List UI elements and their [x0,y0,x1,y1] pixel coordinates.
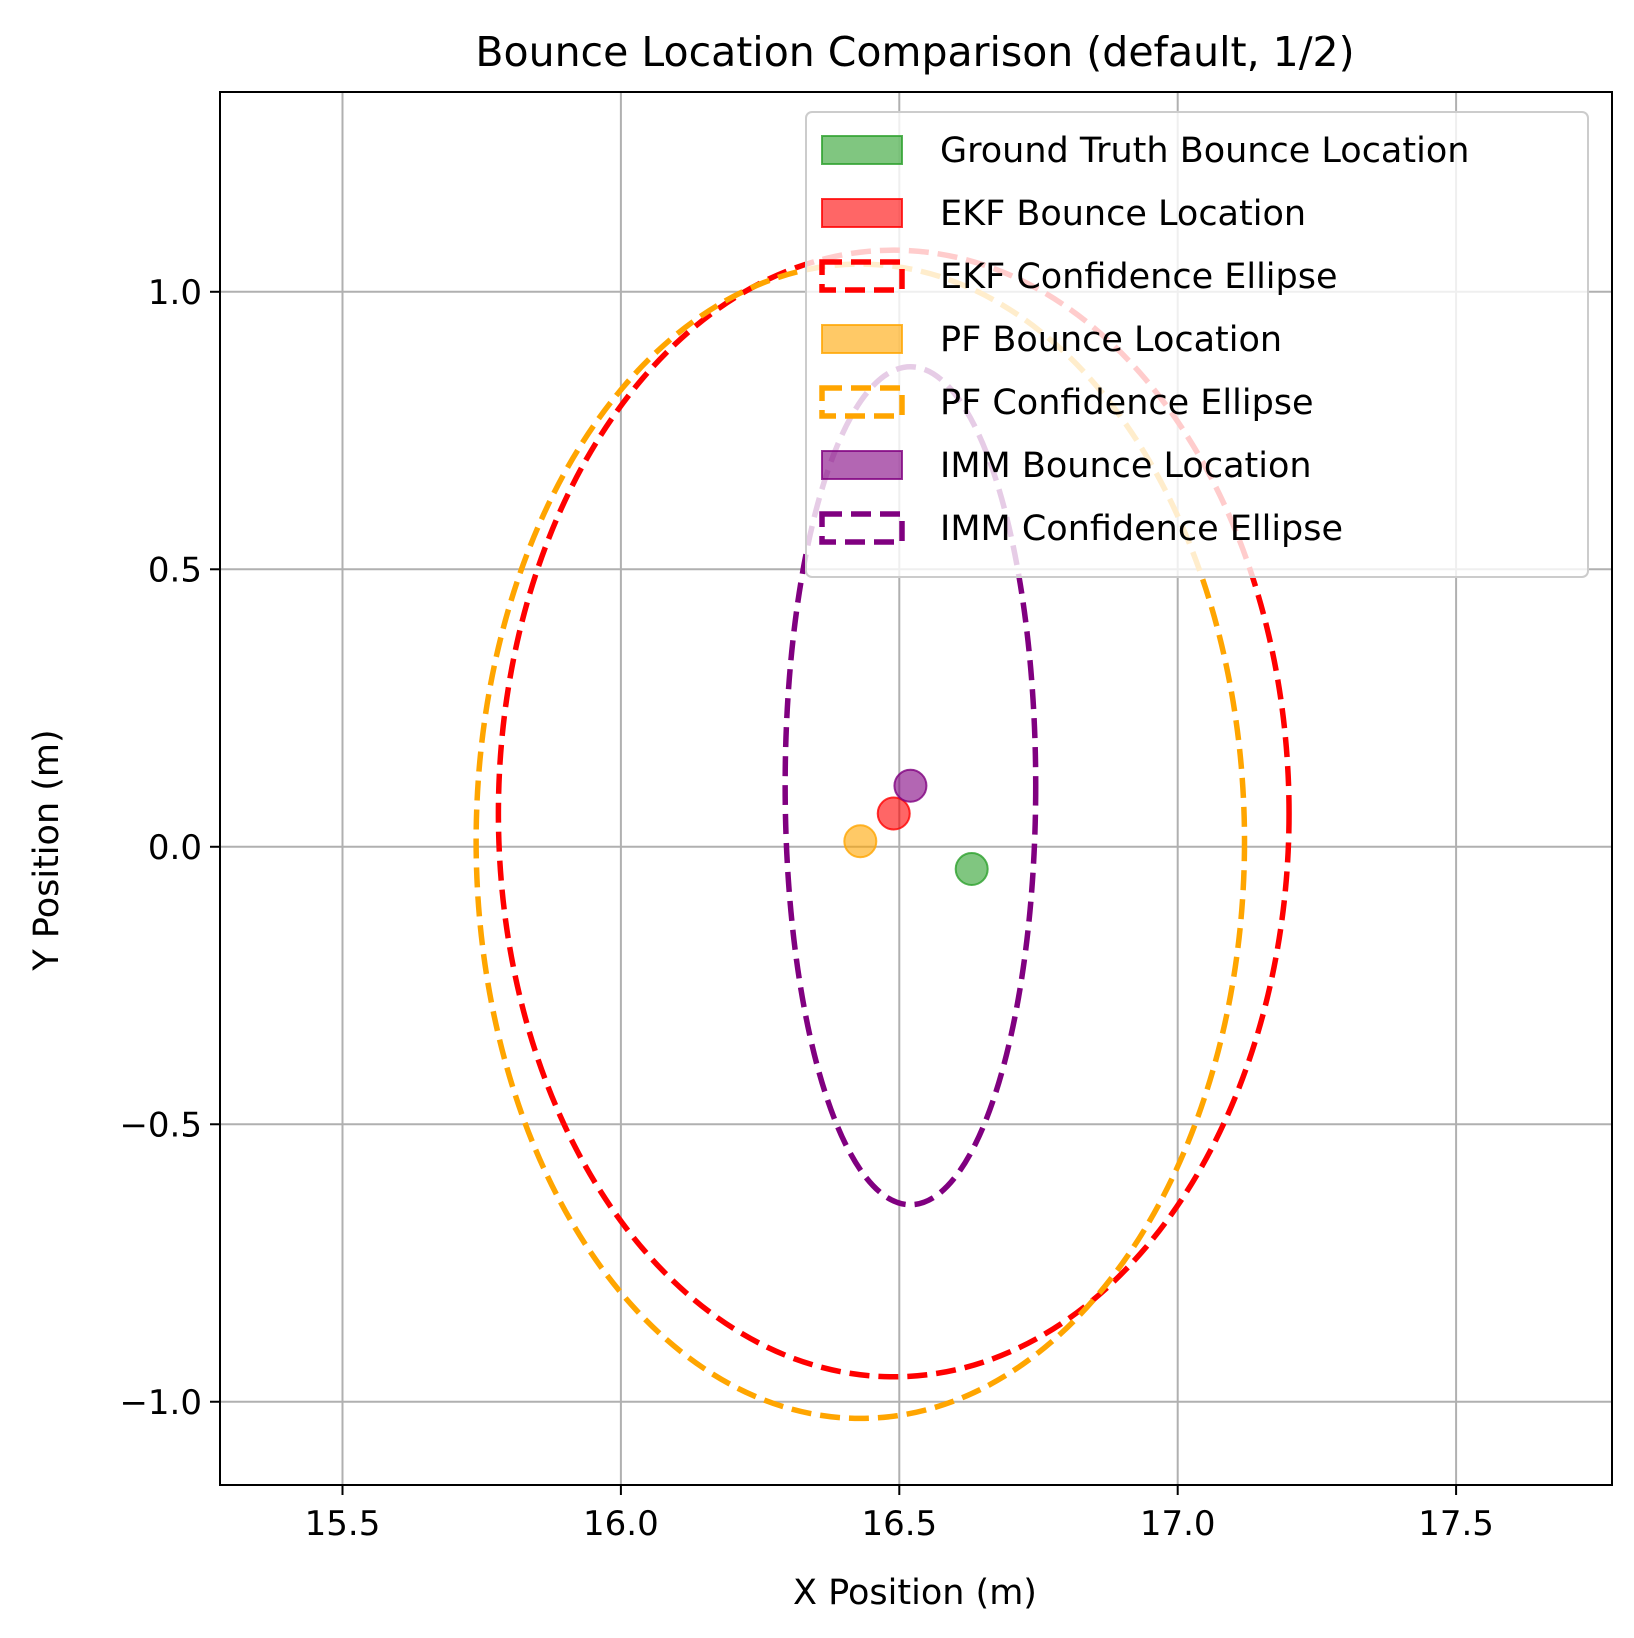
chart-title: Bounce Location Comparison (default, 1/2… [475,28,1354,76]
legend-label: EKF Bounce Location [940,194,1306,234]
legend: Ground Truth Bounce Location EKF Bounce L… [805,111,1589,578]
y-tick-label: 0.0 [148,828,202,868]
bounce-point-pf [843,824,878,859]
x-tick-label: 15.5 [305,1504,381,1544]
legend-swatch [819,259,905,293]
y-tick-label: 0.5 [148,550,202,590]
x-tick-label: 16.5 [861,1504,937,1544]
y-tick-label: −1.0 [119,1383,202,1423]
legend-label: PF Bounce Location [940,320,1282,360]
legend-swatch [821,324,903,354]
legend-box [805,111,1589,578]
confidence-ellipse-pf [473,261,1248,1422]
y-tick-label: 1.0 [148,273,202,313]
legend-label: EKF Confidence Ellipse [940,257,1338,297]
legend-swatch [819,511,905,545]
bounce-points [843,768,989,886]
x-axis-title: X Position (m) [793,1573,1037,1613]
tick-labels: 15.5 16.0 16.5 17.0 17.5 1.0 0.5 0.0 −0.5 −1.0 [119,273,1494,1544]
legend-label: PF Confidence Ellipse [940,383,1314,423]
y-tick-label: −0.5 [119,1105,202,1145]
y-axis-title: Y Position (m) [27,729,67,971]
x-tick-label: 17.0 [1140,1504,1216,1544]
legend-label: Ground Truth Bounce Location [940,131,1469,171]
legend-swatch [819,385,905,419]
x-tick-label: 16.0 [583,1504,659,1544]
legend-swatch [821,198,903,228]
bounce-point-ekf [876,796,911,831]
plot-frame [219,91,1613,1486]
legend-swatch [821,135,903,165]
bounce-point-ground [954,851,989,886]
legend-label: IMM Confidence Ellipse [940,509,1343,549]
bounce-point-imm [893,768,928,803]
legend-swatch [821,450,903,480]
axes [210,91,1613,1495]
x-tick-label: 17.5 [1418,1504,1494,1544]
legend-label: IMM Bounce Location [940,446,1312,486]
